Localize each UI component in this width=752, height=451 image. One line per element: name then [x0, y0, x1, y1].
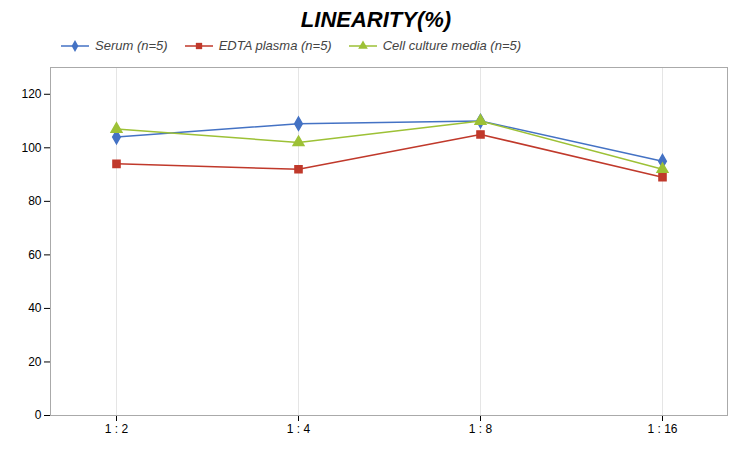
html-text:LINEARITY(%): LINEARITY(%)	[300, 7, 452, 32]
html-text:Serum (n=5): Serum (n=5)	[95, 38, 168, 53]
svg-text:0: 0	[35, 408, 42, 422]
svg-text:100: 100	[21, 141, 41, 155]
svg-text:20: 20	[28, 355, 42, 369]
html-text:EDTA plasma (n=5): EDTA plasma (n=5)	[218, 38, 332, 53]
svg-text:40: 40	[28, 301, 42, 315]
svg-text:60: 60	[28, 248, 42, 262]
svg-text:80: 80	[28, 194, 42, 208]
svg-text:1 : 16: 1 : 16	[647, 422, 677, 436]
svg-text:1 : 8: 1 : 8	[469, 422, 493, 436]
svg-text:120: 120	[21, 87, 41, 101]
svg-text:1 : 4: 1 : 4	[287, 422, 311, 436]
svg-text:1 : 2: 1 : 2	[105, 422, 129, 436]
html-text:Cell culture media (n=5): Cell culture media (n=5)	[382, 38, 522, 53]
